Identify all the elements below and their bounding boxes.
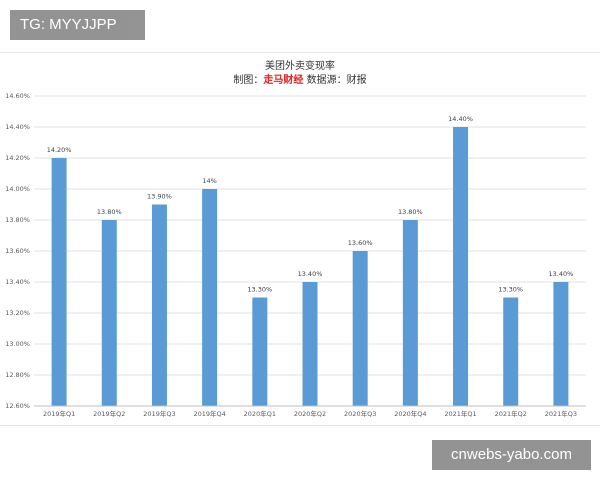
label-layer: 14.20% 13.80% 13.90% 14% 13.30% 13.40% 13.60% 1… <box>47 115 574 294</box>
data-label: 13.80% <box>97 208 122 216</box>
bar <box>302 282 318 406</box>
subtitle-source-name: 走马财经 <box>263 75 304 86</box>
y-tick-label: 13.40% <box>5 278 30 286</box>
chart-title-block: 美团外卖变现率 制图：走马财经 数据源：财报 <box>0 60 600 88</box>
bar <box>151 204 167 406</box>
y-tick-label: 13.60% <box>5 247 30 255</box>
chart-subtitle: 制图：走马财经 数据源：财报 <box>0 74 600 88</box>
x-tick-label: 2020年Q4 <box>394 409 426 418</box>
bar <box>51 158 67 406</box>
data-label: 13.40% <box>549 270 574 278</box>
x-tick-label: 2019年Q1 <box>43 409 75 418</box>
data-label: 13.90% <box>147 193 172 201</box>
y-tick-label: 14.00% <box>5 185 30 193</box>
y-tick-label: 13.80% <box>5 216 30 224</box>
y-tick-label: 13.20% <box>5 309 30 317</box>
x-tick-label: 2020年Q2 <box>294 409 326 418</box>
y-tick-label: 14.20% <box>5 154 30 162</box>
data-label: 14.20% <box>47 146 72 154</box>
subtitle-suffix: 数据源：财报 <box>303 75 367 86</box>
y-tick-label: 12.60% <box>5 402 30 410</box>
x-tick-label: 2021年Q1 <box>444 409 476 418</box>
watermark-top-left: TG: MYYJJPP <box>10 10 145 40</box>
x-tick-label: 2021年Q2 <box>495 409 527 418</box>
bar <box>352 251 368 406</box>
x-tick-label: 2019年Q4 <box>193 409 225 418</box>
y-tick-label: 14.60% <box>5 92 30 100</box>
y-tick-label: 12.80% <box>5 371 30 379</box>
bar <box>503 297 519 406</box>
watermark-bottom-right: cnwebs-yabo.com <box>432 440 591 470</box>
data-label: 14.40% <box>448 115 473 123</box>
chart-title: 美团外卖变现率 <box>265 61 335 72</box>
bar <box>553 282 569 406</box>
data-label: 14% <box>202 177 216 185</box>
chart-frame <box>0 52 600 426</box>
bar <box>252 297 268 406</box>
x-tick-label: 2019年Q2 <box>93 409 125 418</box>
bar <box>453 127 469 406</box>
y-tick-label: 14.40% <box>5 123 30 131</box>
data-label: 13.30% <box>247 286 272 294</box>
x-tick-label: 2021年Q3 <box>545 409 577 418</box>
bar <box>202 189 218 406</box>
bar <box>101 220 117 406</box>
data-label: 13.80% <box>398 208 423 216</box>
bar <box>402 220 418 406</box>
data-label: 13.40% <box>298 270 323 278</box>
data-label: 13.60% <box>348 239 373 247</box>
x-tick-label: 2020年Q3 <box>344 409 376 418</box>
y-tick-label: 13.00% <box>5 340 30 348</box>
bar-layer <box>51 127 569 406</box>
x-tick-label: 2020年Q1 <box>244 409 276 418</box>
axis-layer: 12.60% 12.80% 13.00% 13.20% 13.40% 13.60% 13.8… <box>5 92 586 418</box>
bar-chart: 14.20%13.80%13.90%14%13.30%13.40%13.60%1… <box>5 92 586 418</box>
data-label: 13.30% <box>498 286 523 294</box>
x-tick-label: 2019年Q3 <box>143 409 175 418</box>
subtitle-prefix: 制图： <box>233 75 264 86</box>
